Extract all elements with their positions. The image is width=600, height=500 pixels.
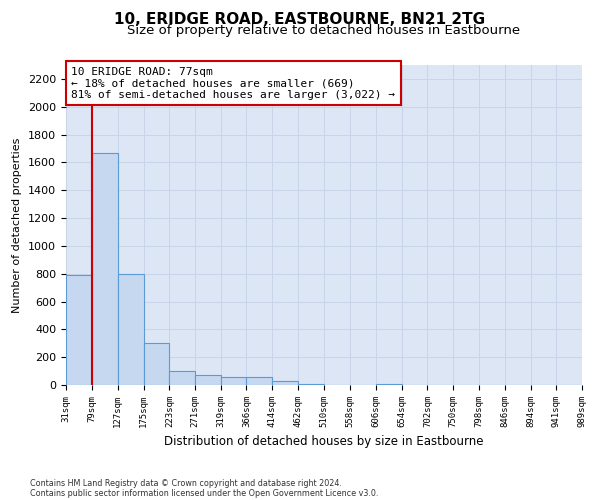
Text: Contains HM Land Registry data © Crown copyright and database right 2024.: Contains HM Land Registry data © Crown c… bbox=[30, 478, 342, 488]
Bar bbox=[118, 274, 143, 385]
Bar bbox=[143, 344, 169, 385]
Bar bbox=[195, 376, 221, 385]
Text: 10, ERIDGE ROAD, EASTBOURNE, BN21 2TG: 10, ERIDGE ROAD, EASTBOURNE, BN21 2TG bbox=[115, 12, 485, 28]
Bar bbox=[221, 376, 247, 385]
Bar bbox=[92, 152, 118, 385]
Bar bbox=[272, 381, 298, 385]
Title: Size of property relative to detached houses in Eastbourne: Size of property relative to detached ho… bbox=[127, 24, 521, 38]
Y-axis label: Number of detached properties: Number of detached properties bbox=[13, 138, 22, 312]
Bar bbox=[169, 371, 195, 385]
Text: 10 ERIDGE ROAD: 77sqm
← 18% of detached houses are smaller (669)
81% of semi-det: 10 ERIDGE ROAD: 77sqm ← 18% of detached … bbox=[71, 66, 395, 100]
Bar bbox=[298, 384, 324, 385]
Text: Contains public sector information licensed under the Open Government Licence v3: Contains public sector information licen… bbox=[30, 488, 379, 498]
Bar bbox=[376, 384, 401, 385]
X-axis label: Distribution of detached houses by size in Eastbourne: Distribution of detached houses by size … bbox=[164, 436, 484, 448]
Bar bbox=[66, 275, 92, 385]
Bar bbox=[247, 378, 272, 385]
